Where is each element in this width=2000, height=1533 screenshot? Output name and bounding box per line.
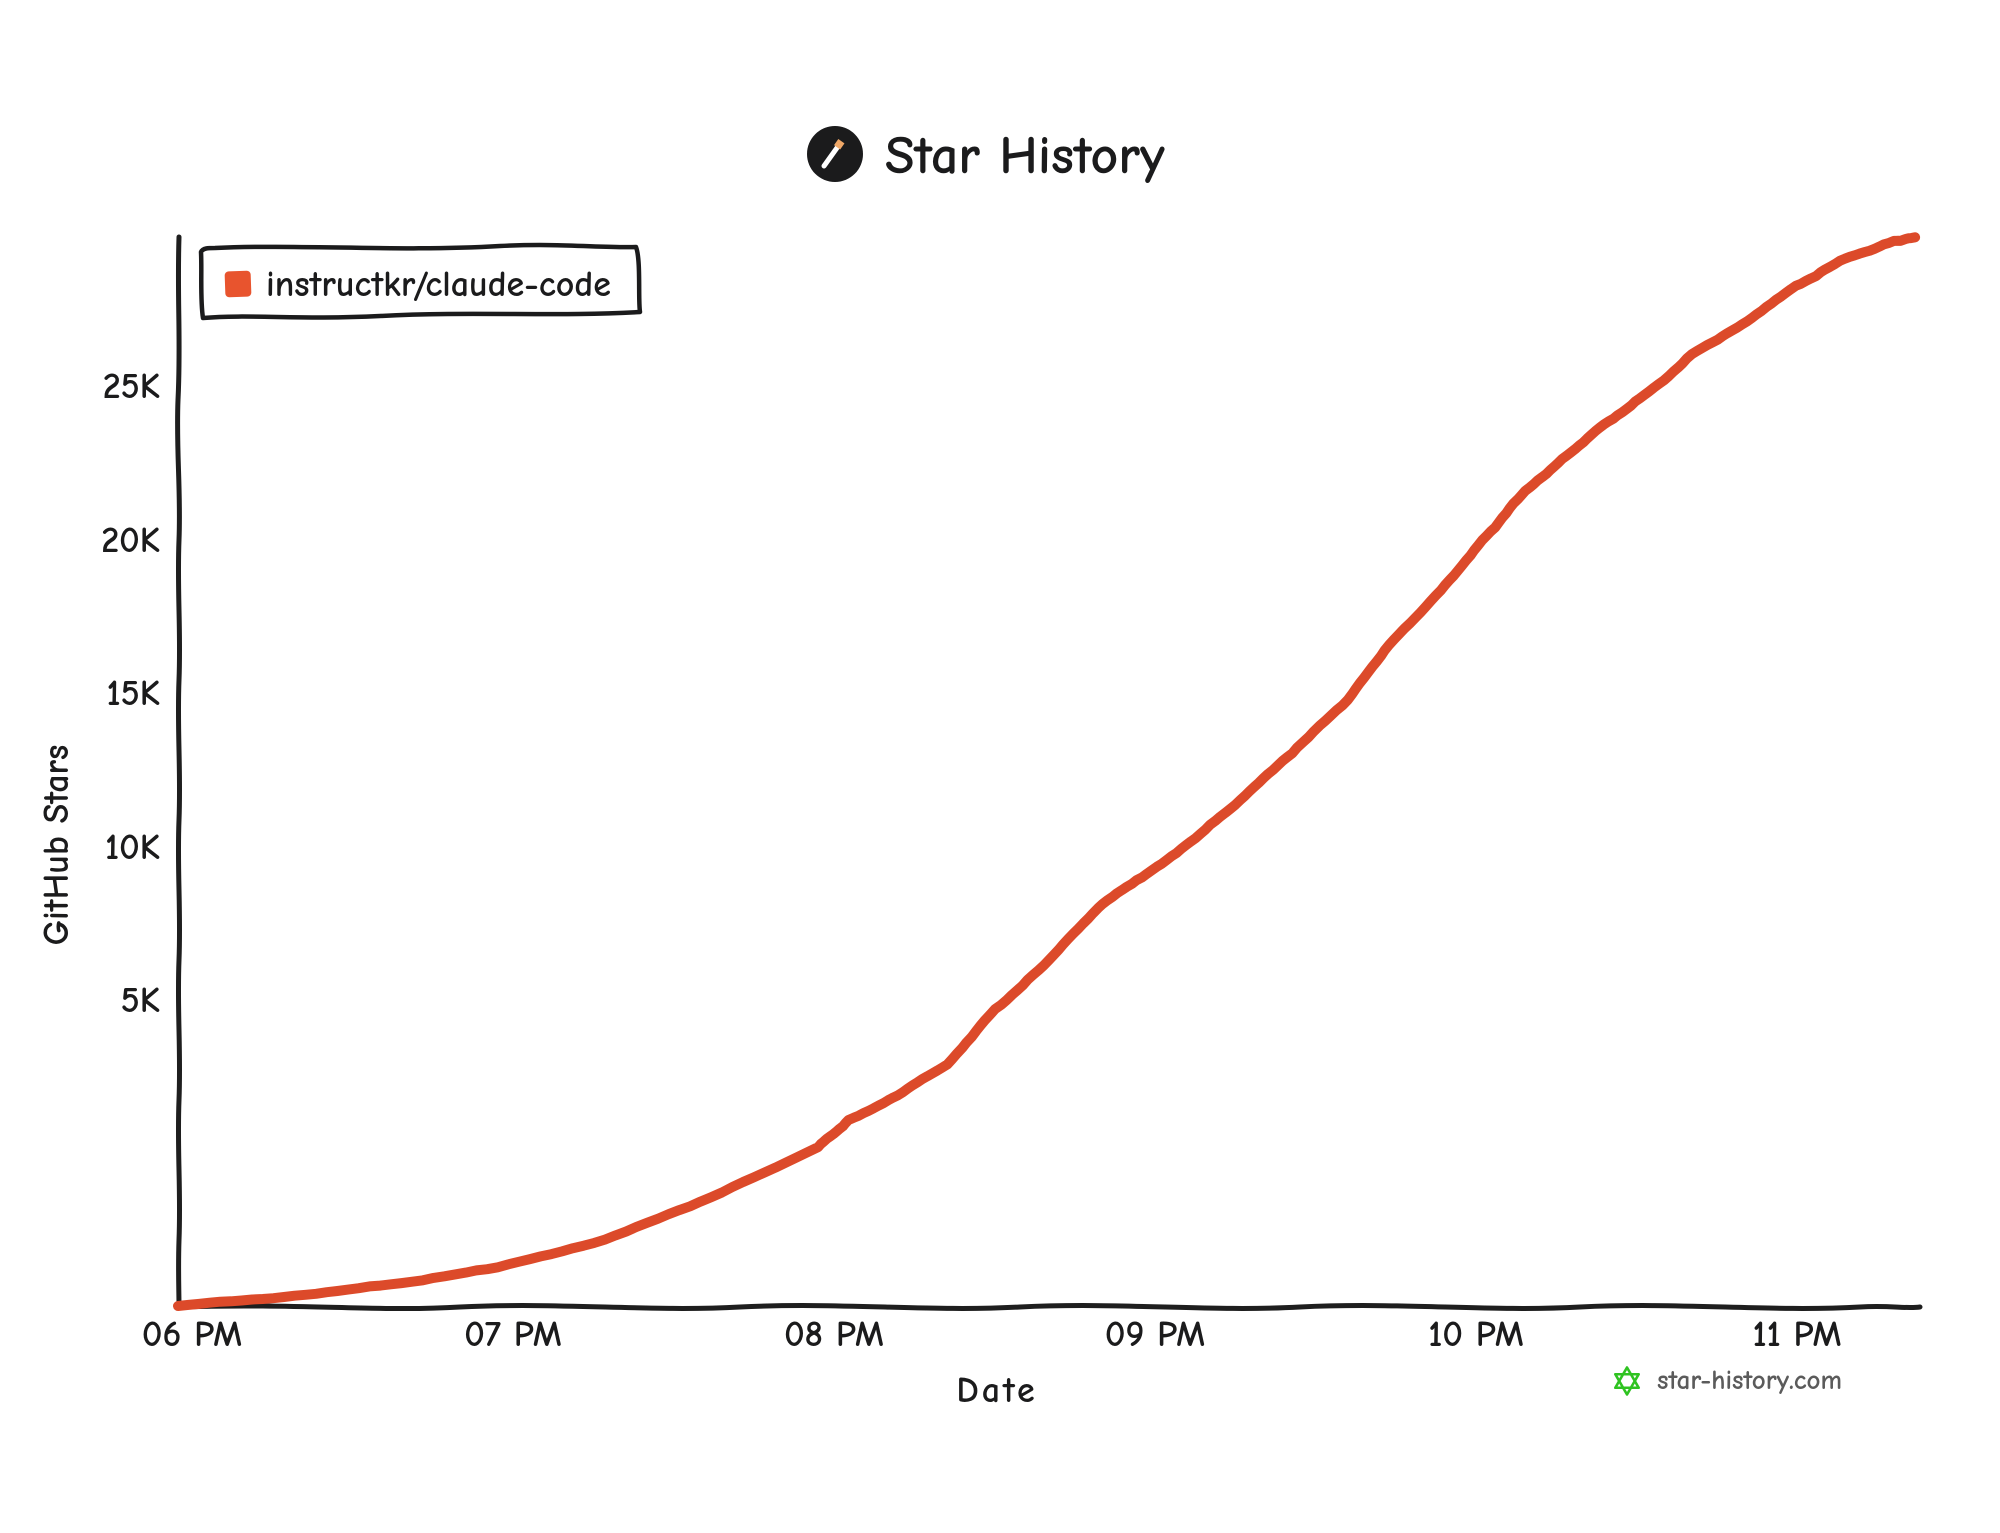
svg-text:10 PM: 10 PM [1428, 1314, 1524, 1355]
svg-text:25K: 25K [103, 366, 160, 407]
svg-text:08 PM: 08 PM [784, 1314, 884, 1355]
svg-text:11 PM: 11 PM [1752, 1314, 1841, 1355]
svg-text:20K: 20K [101, 520, 160, 561]
svg-text:star-history.com: star-history.com [1657, 1365, 1842, 1396]
svg-text:10K: 10K [105, 827, 160, 868]
svg-text:09 PM: 09 PM [1105, 1314, 1205, 1355]
svg-text:15K: 15K [106, 673, 160, 714]
svg-text:07 PM: 07 PM [464, 1314, 562, 1355]
svg-text:GitHub Stars: GitHub Stars [36, 745, 77, 946]
svg-text:5K: 5K [121, 980, 160, 1021]
svg-text:06 PM: 06 PM [142, 1314, 242, 1355]
svg-text:Date: Date [956, 1370, 1037, 1411]
svg-text:instructkr/claude-code: instructkr/claude-code [266, 264, 611, 305]
